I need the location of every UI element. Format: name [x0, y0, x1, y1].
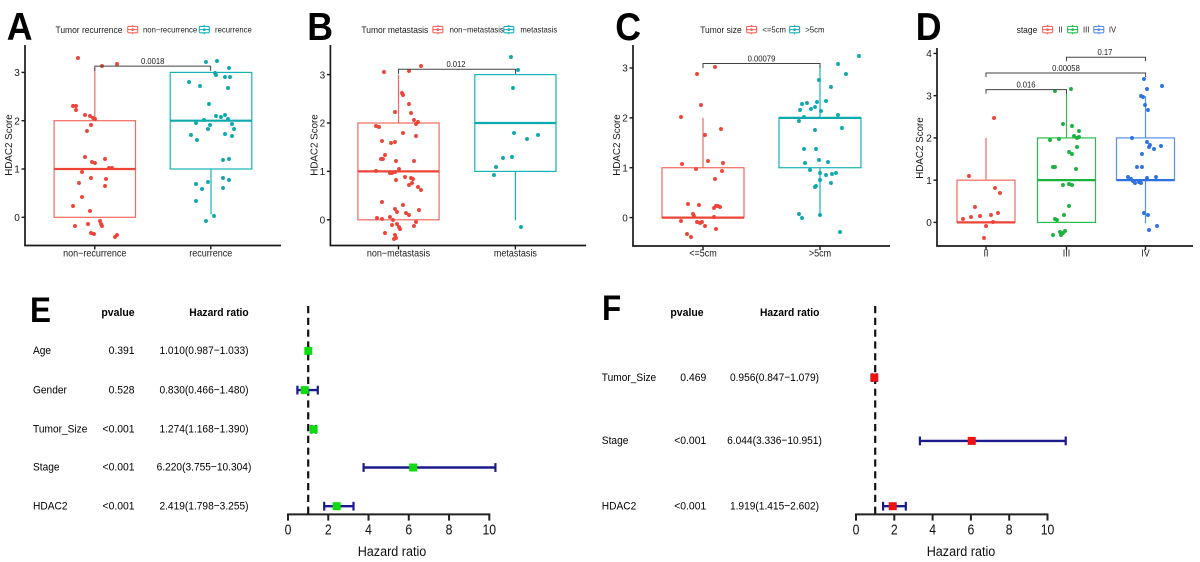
svg-text:stage: stage — [1017, 25, 1038, 35]
svg-text:6: 6 — [405, 523, 412, 539]
svg-text:1: 1 — [622, 163, 628, 174]
svg-text:Stage: Stage — [33, 462, 60, 474]
svg-text:2: 2 — [891, 523, 898, 539]
svg-text:0: 0 — [285, 523, 292, 539]
svg-text:HDAC2 Score: HDAC2 Score — [612, 114, 623, 176]
svg-text:III: III — [1063, 249, 1071, 260]
svg-text:0: 0 — [622, 213, 628, 224]
svg-text:3: 3 — [926, 91, 932, 102]
svg-text:Tumor_Size: Tumor_Size — [602, 372, 656, 384]
svg-text:4: 4 — [365, 523, 372, 539]
svg-text:0.391: 0.391 — [109, 345, 135, 357]
svg-text:0.016: 0.016 — [1016, 79, 1035, 89]
svg-text:II: II — [1058, 26, 1062, 35]
svg-text:1.010(0.987−1.033): 1.010(0.987−1.033) — [159, 345, 248, 357]
svg-text:HDAC2 Score: HDAC2 Score — [310, 114, 321, 176]
svg-text:Hazard ratio: Hazard ratio — [760, 307, 819, 319]
svg-text:3: 3 — [622, 64, 628, 75]
svg-text:F: F — [602, 289, 621, 328]
svg-text:0: 0 — [926, 218, 932, 229]
svg-text:A: A — [7, 5, 33, 49]
svg-text:2: 2 — [320, 119, 326, 130]
svg-text:2: 2 — [926, 134, 932, 145]
svg-text:non−metastasis: non−metastasis — [450, 26, 504, 35]
svg-text:non−recurrence: non−recurrence — [63, 249, 127, 260]
svg-text:0.0018: 0.0018 — [141, 56, 165, 66]
svg-text:6.220(3.755−10.304): 6.220(3.755−10.304) — [157, 462, 252, 474]
svg-text:6: 6 — [968, 523, 975, 539]
svg-text:>5cm: >5cm — [805, 26, 824, 35]
svg-text:Tumor recurrence: Tumor recurrence — [56, 25, 123, 35]
svg-text:HDAC2: HDAC2 — [602, 500, 637, 512]
svg-text:3: 3 — [14, 68, 20, 79]
svg-text:10: 10 — [1041, 523, 1055, 539]
svg-text:2.419(1.798−3.255): 2.419(1.798−3.255) — [159, 500, 248, 512]
svg-text:8: 8 — [446, 523, 453, 539]
svg-text:HDAC2 Score: HDAC2 Score — [915, 117, 926, 179]
svg-text:<0.001: <0.001 — [103, 462, 135, 474]
svg-text:<0.001: <0.001 — [103, 500, 135, 512]
svg-text:recurrence: recurrence — [215, 26, 252, 35]
svg-text:0.528: 0.528 — [109, 384, 135, 396]
svg-text:II: II — [984, 249, 989, 260]
svg-text:0: 0 — [320, 216, 326, 227]
svg-text:0.469: 0.469 — [680, 372, 706, 384]
svg-text:D: D — [916, 5, 942, 49]
svg-text:Hazard ratio: Hazard ratio — [358, 544, 427, 559]
svg-text:10: 10 — [483, 523, 497, 539]
svg-text:Hazard ratio: Hazard ratio — [189, 307, 248, 319]
svg-text:0: 0 — [14, 213, 20, 224]
svg-text:<=5cm: <=5cm — [762, 26, 786, 35]
svg-text:HDAC2: HDAC2 — [33, 500, 68, 512]
svg-text:1.919(1.415−2.602): 1.919(1.415−2.602) — [730, 500, 819, 512]
svg-text:0.17: 0.17 — [1098, 47, 1113, 57]
svg-text:B: B — [307, 5, 333, 49]
svg-text:0.00058: 0.00058 — [1052, 63, 1080, 73]
svg-text:<0.001: <0.001 — [103, 424, 135, 436]
svg-text:1.274(1.168−1.390): 1.274(1.168−1.390) — [159, 424, 248, 436]
svg-text:pvalue: pvalue — [101, 307, 134, 319]
svg-text:recurrence: recurrence — [189, 249, 232, 260]
svg-text:metastasis: metastasis — [494, 249, 537, 260]
svg-text:pvalue: pvalue — [670, 307, 703, 319]
svg-text:6.044(3.336−10.951): 6.044(3.336−10.951) — [727, 435, 822, 447]
svg-text:4: 4 — [926, 49, 932, 60]
svg-text:IV: IV — [1109, 26, 1117, 35]
svg-text:Age: Age — [33, 345, 51, 357]
svg-text:<0.001: <0.001 — [674, 500, 706, 512]
svg-text:C: C — [615, 5, 641, 49]
svg-text:Stage: Stage — [602, 435, 629, 447]
svg-text:0.00079: 0.00079 — [748, 53, 776, 63]
svg-text:0.830(0.466−1.480): 0.830(0.466−1.480) — [159, 384, 248, 396]
svg-text:<0.001: <0.001 — [674, 435, 706, 447]
svg-text:8: 8 — [1006, 523, 1013, 539]
svg-text:non−metastasis: non−metastasis — [367, 249, 430, 260]
svg-text:E: E — [30, 291, 51, 330]
svg-text:0.012: 0.012 — [446, 59, 465, 69]
svg-text:Tumor size: Tumor size — [700, 25, 742, 35]
svg-text:2: 2 — [325, 523, 332, 539]
svg-text:0.956(0.847−1.079): 0.956(0.847−1.079) — [730, 372, 819, 384]
svg-text:III: III — [1083, 26, 1089, 35]
svg-text:IV: IV — [1141, 249, 1150, 260]
svg-text:Tumor metastasis: Tumor metastasis — [361, 25, 428, 35]
svg-text:Tumor_Size: Tumor_Size — [33, 424, 87, 436]
svg-text:0: 0 — [853, 523, 860, 539]
svg-text:3: 3 — [320, 70, 326, 81]
svg-text:1: 1 — [14, 165, 20, 176]
svg-text:1: 1 — [320, 167, 326, 178]
svg-text:4: 4 — [929, 523, 936, 539]
svg-text:Hazard ratio: Hazard ratio — [927, 544, 996, 559]
svg-text:2: 2 — [14, 116, 20, 127]
svg-text:1: 1 — [926, 176, 932, 187]
svg-text:HDAC2 Score: HDAC2 Score — [4, 114, 15, 176]
svg-text:>5cm: >5cm — [809, 249, 831, 260]
svg-text:2: 2 — [622, 114, 628, 125]
svg-text:metastasis: metastasis — [520, 26, 557, 35]
svg-text:non−recurrence: non−recurrence — [143, 26, 198, 35]
svg-text:Gender: Gender — [33, 384, 67, 396]
svg-text:<=5cm: <=5cm — [689, 249, 717, 260]
